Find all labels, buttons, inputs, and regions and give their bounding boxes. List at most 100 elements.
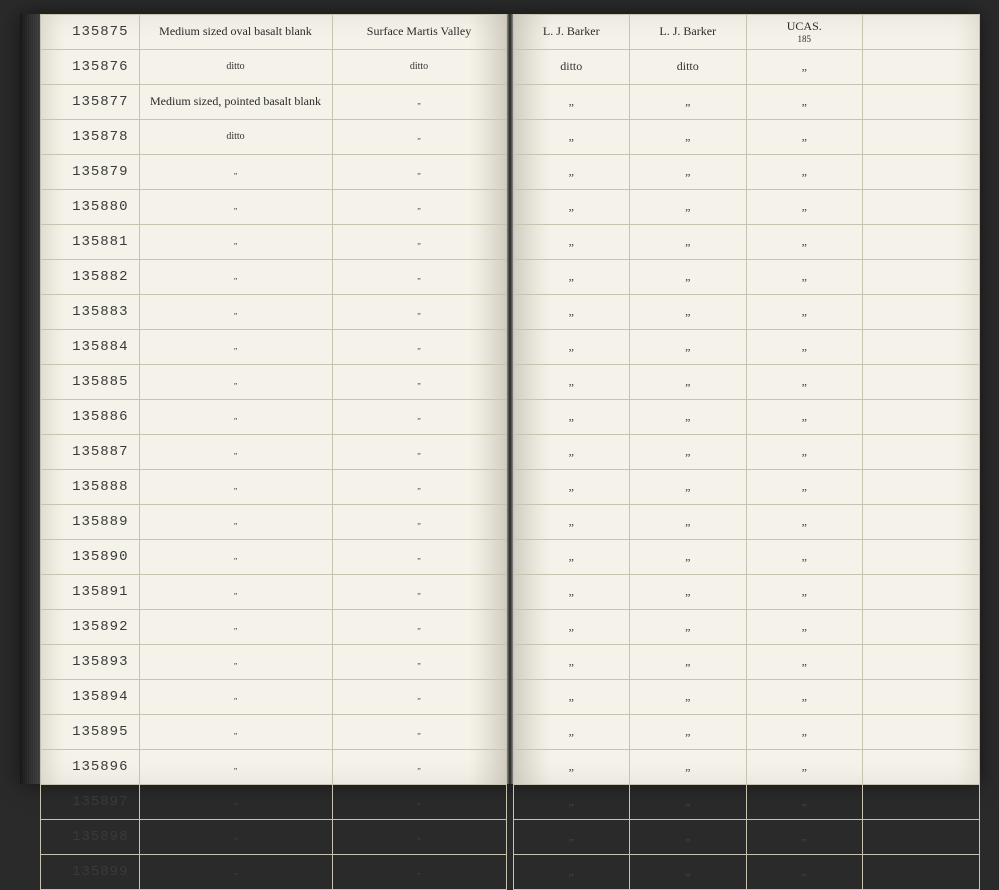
description-cell: Medium sized, pointed basalt blank [139,84,332,119]
description-cell: „ [139,294,332,329]
table-row: „„„ [513,854,979,889]
ref-cell: „ [746,784,863,819]
donor-cell: „ [630,469,747,504]
donor-cell: „ [630,329,747,364]
ref-cell: „ [746,539,863,574]
ref-cell: „ [746,49,863,84]
catalog-id: 135891 [40,574,139,609]
ref-cell: „ [746,749,863,784]
description-cell: „ [139,259,332,294]
ref-cell: „ [746,154,863,189]
table-row: „„„ [513,784,979,819]
table-row: 135880„„ [40,189,506,224]
description-cell: „ [139,609,332,644]
table-row: „„„ [513,434,979,469]
collector-cell: „ [513,469,630,504]
ref-cell: UCAS.185 [746,14,863,49]
table-row: „„„ [513,819,979,854]
location-cell: „ [332,854,506,889]
ref-cell: „ [746,294,863,329]
table-row: „„„ [513,259,979,294]
blank-cell [863,364,980,399]
table-row: 135875Medium sized oval basalt blankSurf… [40,14,506,49]
ref-cell: „ [746,84,863,119]
catalog-id: 135877 [40,84,139,119]
donor-cell: „ [630,259,747,294]
table-row: 135883„„ [40,294,506,329]
collector-cell: „ [513,644,630,679]
table-row: 135888„„ [40,469,506,504]
location-cell: „ [332,364,506,399]
donor-cell: „ [630,539,747,574]
catalog-id: 135879 [40,154,139,189]
ref-cell: „ [746,574,863,609]
collector-cell: „ [513,294,630,329]
table-row: „„„ [513,364,979,399]
donor-cell: „ [630,504,747,539]
donor-cell: „ [630,364,747,399]
collector-cell: „ [513,399,630,434]
location-cell: Surface Martis Valley [332,14,506,49]
catalog-id: 135893 [40,644,139,679]
blank-cell [863,189,980,224]
table-row: 135882„„ [40,259,506,294]
left-page: 135875Medium sized oval basalt blankSurf… [40,14,507,784]
description-cell: „ [139,574,332,609]
table-row: 135878ditto„ [40,119,506,154]
blank-cell [863,784,980,819]
donor-cell: „ [630,434,747,469]
donor-cell: „ [630,679,747,714]
table-row: „„„ [513,329,979,364]
location-cell: „ [332,749,506,784]
location-cell: „ [332,819,506,854]
location-cell: „ [332,679,506,714]
ref-cell: „ [746,609,863,644]
table-row: 135879„„ [40,154,506,189]
collector-cell: „ [513,854,630,889]
location-cell: „ [332,539,506,574]
donor-cell: „ [630,84,747,119]
ref-cell: „ [746,364,863,399]
table-row: 135889„„ [40,504,506,539]
table-row: 135886„„ [40,399,506,434]
ref-cell: „ [746,854,863,889]
collector-cell: „ [513,189,630,224]
table-row: „„„ [513,294,979,329]
collector-cell: „ [513,749,630,784]
ref-cell: „ [746,469,863,504]
description-cell: „ [139,854,332,889]
catalog-id: 135880 [40,189,139,224]
blank-cell [863,84,980,119]
description-cell: „ [139,504,332,539]
donor-cell: „ [630,854,747,889]
table-row: L. J. BarkerL. J. BarkerUCAS.185 [513,14,979,49]
table-row: 135876dittoditto [40,49,506,84]
ledger-book: 135875Medium sized oval basalt blankSurf… [20,14,980,784]
location-cell: „ [332,329,506,364]
catalog-id: 135899 [40,854,139,889]
table-row: „„„ [513,154,979,189]
catalog-id: 135898 [40,819,139,854]
catalog-id: 135894 [40,679,139,714]
donor-cell: „ [630,294,747,329]
blank-cell [863,679,980,714]
location-cell: „ [332,469,506,504]
blank-cell [863,469,980,504]
description-cell: „ [139,364,332,399]
collector-cell: „ [513,609,630,644]
ref-cell: „ [746,819,863,854]
collector-cell: „ [513,224,630,259]
blank-cell [863,714,980,749]
table-row: „„„ [513,224,979,259]
blank-cell [863,574,980,609]
ref-cell: „ [746,504,863,539]
table-row: „„„ [513,749,979,784]
catalog-id: 135897 [40,784,139,819]
ref-cell: „ [746,434,863,469]
table-row: 135898„„ [40,819,506,854]
blank-cell [863,154,980,189]
catalog-id: 135885 [40,364,139,399]
description-cell: „ [139,189,332,224]
donor-cell: „ [630,609,747,644]
catalog-id: 135883 [40,294,139,329]
